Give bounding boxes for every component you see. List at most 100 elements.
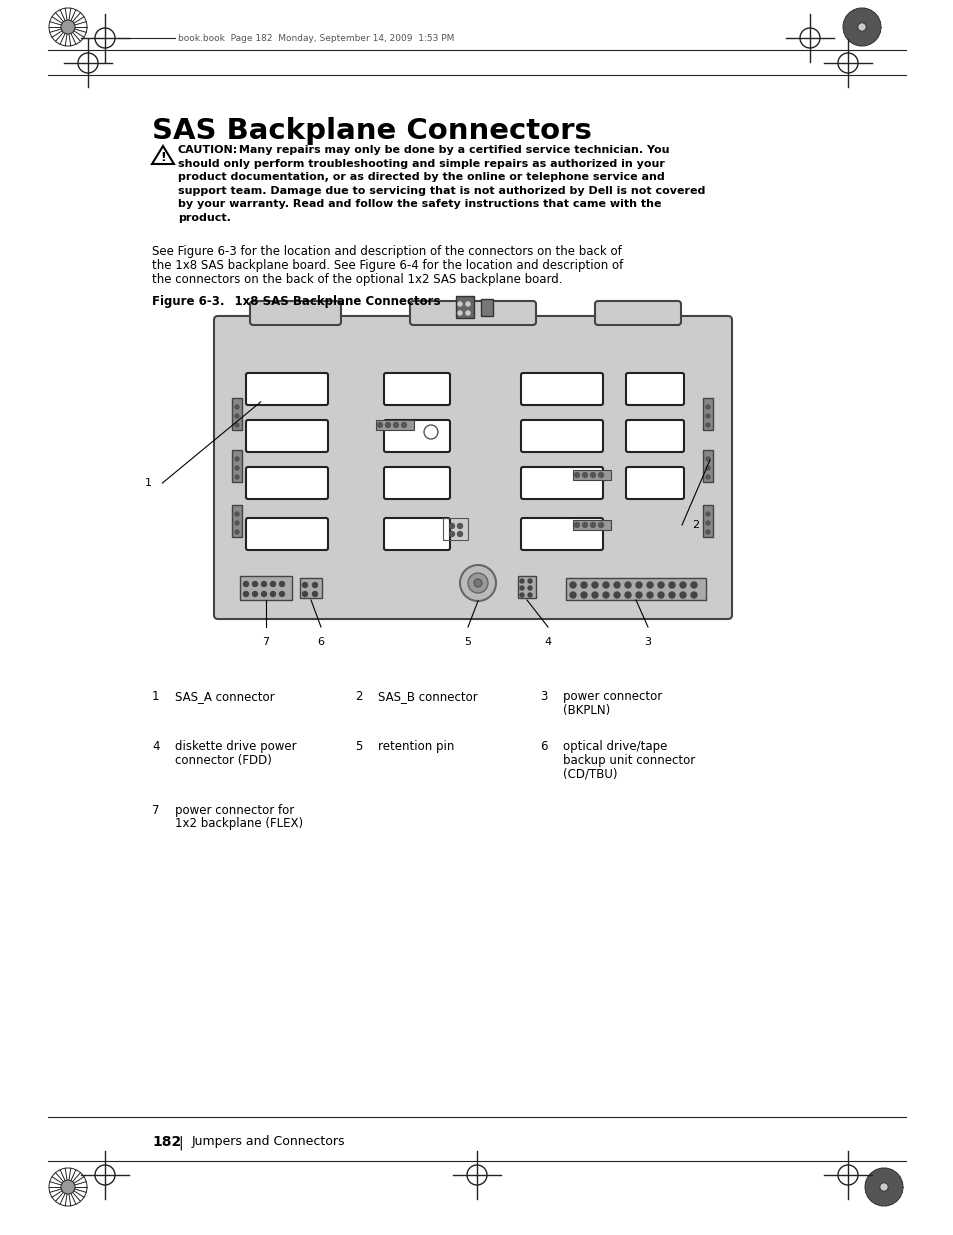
Circle shape bbox=[705, 414, 709, 417]
Text: Many repairs may only be done by a certified service technician. You: Many repairs may only be done by a certi… bbox=[234, 144, 669, 156]
Circle shape bbox=[592, 592, 598, 598]
Text: Figure 6-3.: Figure 6-3. bbox=[152, 295, 224, 308]
Circle shape bbox=[449, 524, 454, 529]
Circle shape bbox=[679, 592, 685, 598]
Bar bbox=[517, 576, 536, 598]
Circle shape bbox=[474, 579, 481, 587]
Bar bbox=[480, 299, 493, 316]
Circle shape bbox=[243, 582, 248, 587]
Bar bbox=[375, 420, 414, 430]
Circle shape bbox=[313, 592, 317, 597]
Text: by your warranty. Read and follow the safety instructions that came with the: by your warranty. Read and follow the sa… bbox=[178, 199, 660, 209]
Bar bbox=[232, 398, 242, 430]
Text: the 1x8 SAS backplane board. See Figure 6-4 for the location and description of: the 1x8 SAS backplane board. See Figure … bbox=[152, 259, 622, 272]
Text: should only perform troubleshooting and simple repairs as authorized in your: should only perform troubleshooting and … bbox=[178, 158, 664, 168]
Circle shape bbox=[602, 582, 608, 588]
FancyBboxPatch shape bbox=[246, 517, 328, 550]
Text: diskette drive power: diskette drive power bbox=[174, 740, 296, 753]
Text: power connector for: power connector for bbox=[174, 804, 294, 818]
Circle shape bbox=[574, 522, 578, 527]
Circle shape bbox=[569, 582, 576, 588]
Circle shape bbox=[574, 473, 578, 478]
Circle shape bbox=[393, 422, 398, 427]
Circle shape bbox=[449, 531, 454, 536]
Circle shape bbox=[679, 582, 685, 588]
Circle shape bbox=[302, 583, 307, 588]
Circle shape bbox=[614, 582, 619, 588]
Circle shape bbox=[519, 593, 523, 597]
Text: 2: 2 bbox=[691, 520, 699, 530]
Circle shape bbox=[582, 473, 587, 478]
Circle shape bbox=[465, 303, 470, 306]
Text: 1x8 SAS Backplane Connectors: 1x8 SAS Backplane Connectors bbox=[218, 295, 440, 308]
Circle shape bbox=[636, 582, 641, 588]
Circle shape bbox=[527, 579, 532, 583]
Circle shape bbox=[465, 311, 470, 315]
Circle shape bbox=[580, 592, 586, 598]
Circle shape bbox=[234, 530, 239, 534]
FancyBboxPatch shape bbox=[246, 373, 328, 405]
FancyBboxPatch shape bbox=[625, 467, 683, 499]
FancyBboxPatch shape bbox=[384, 420, 450, 452]
Circle shape bbox=[457, 524, 462, 529]
Text: |: | bbox=[178, 1135, 182, 1150]
FancyBboxPatch shape bbox=[213, 316, 731, 619]
Circle shape bbox=[457, 311, 461, 315]
Text: 7: 7 bbox=[152, 804, 159, 818]
Text: product documentation, or as directed by the online or telephone service and: product documentation, or as directed by… bbox=[178, 172, 664, 182]
Circle shape bbox=[313, 583, 317, 588]
Circle shape bbox=[261, 592, 266, 597]
Circle shape bbox=[705, 530, 709, 534]
Circle shape bbox=[527, 593, 532, 597]
Bar bbox=[702, 398, 712, 430]
Bar bbox=[299, 578, 322, 598]
Circle shape bbox=[646, 592, 652, 598]
Circle shape bbox=[590, 522, 595, 527]
Bar bbox=[565, 578, 705, 600]
Bar bbox=[442, 517, 468, 540]
FancyBboxPatch shape bbox=[384, 467, 450, 499]
Circle shape bbox=[705, 466, 709, 471]
Circle shape bbox=[646, 582, 652, 588]
Circle shape bbox=[234, 457, 239, 461]
Circle shape bbox=[705, 521, 709, 525]
Text: support team. Damage due to servicing that is not authorized by Dell is not cove: support team. Damage due to servicing th… bbox=[178, 185, 704, 195]
Circle shape bbox=[527, 585, 532, 590]
Text: product.: product. bbox=[178, 212, 231, 222]
Text: 7: 7 bbox=[262, 637, 270, 647]
Circle shape bbox=[234, 475, 239, 479]
Circle shape bbox=[705, 513, 709, 516]
FancyBboxPatch shape bbox=[520, 517, 602, 550]
Circle shape bbox=[468, 573, 488, 593]
Text: 182: 182 bbox=[152, 1135, 181, 1149]
Text: (BKPLN): (BKPLN) bbox=[562, 704, 610, 716]
Circle shape bbox=[457, 531, 462, 536]
Text: (CD/TBU): (CD/TBU) bbox=[562, 767, 617, 781]
Circle shape bbox=[377, 422, 382, 427]
Text: 5: 5 bbox=[355, 740, 362, 753]
Text: the connectors on the back of the optional 1x2 SAS backplane board.: the connectors on the back of the option… bbox=[152, 273, 562, 287]
Text: power connector: power connector bbox=[562, 690, 661, 703]
Circle shape bbox=[705, 424, 709, 427]
Circle shape bbox=[271, 582, 275, 587]
FancyBboxPatch shape bbox=[625, 420, 683, 452]
Circle shape bbox=[234, 521, 239, 525]
Circle shape bbox=[61, 20, 75, 35]
Circle shape bbox=[261, 582, 266, 587]
Text: See Figure 6-3 for the location and description of the connectors on the back of: See Figure 6-3 for the location and desc… bbox=[152, 245, 621, 258]
Circle shape bbox=[658, 582, 663, 588]
Circle shape bbox=[459, 564, 496, 601]
Circle shape bbox=[590, 473, 595, 478]
Circle shape bbox=[614, 592, 619, 598]
Bar bbox=[573, 471, 610, 480]
Circle shape bbox=[302, 592, 307, 597]
Circle shape bbox=[569, 592, 576, 598]
Circle shape bbox=[690, 582, 697, 588]
Circle shape bbox=[864, 1168, 902, 1207]
FancyBboxPatch shape bbox=[520, 373, 602, 405]
Text: 5: 5 bbox=[464, 637, 471, 647]
Bar bbox=[702, 450, 712, 482]
Circle shape bbox=[582, 522, 587, 527]
FancyBboxPatch shape bbox=[246, 467, 328, 499]
FancyBboxPatch shape bbox=[520, 420, 602, 452]
